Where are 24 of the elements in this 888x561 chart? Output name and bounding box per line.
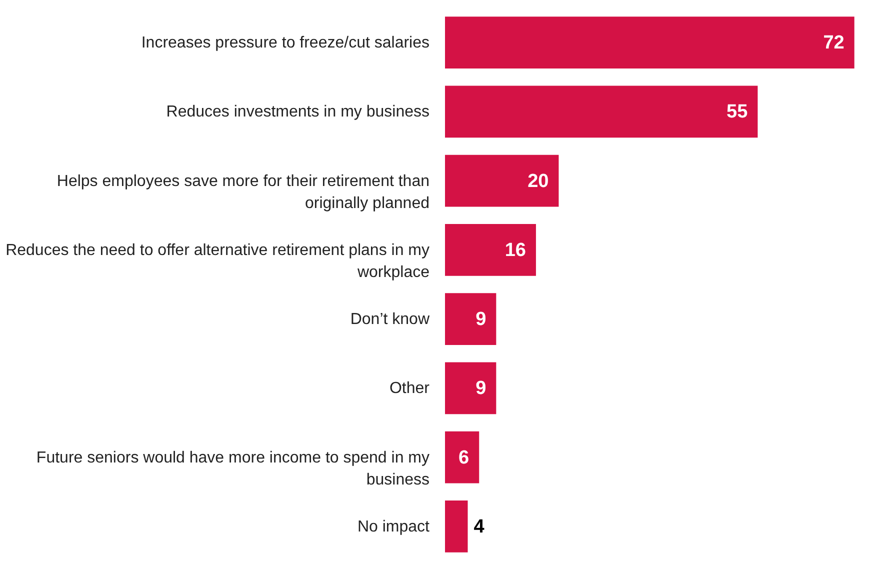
bar <box>445 293 496 345</box>
y-tick-label: No impact <box>357 518 430 536</box>
y-tick-label: Other <box>389 380 430 398</box>
y-tick-label: Helps employees save more for their retirement than originally planned <box>56 172 430 212</box>
bar <box>445 500 468 552</box>
bar <box>445 86 758 138</box>
bar <box>445 154 559 207</box>
y-tick-label: Increases pressure to freeze/cut salaries <box>141 34 430 52</box>
data-label: 16 <box>504 240 526 261</box>
data-label: 20 <box>528 170 549 192</box>
y-tick-label: Reduces the need to offer alternative retirement plans in my workplace <box>6 242 430 281</box>
y-tick-label: Don’t know <box>350 311 430 328</box>
y-tick-label: Reduces investments in my business <box>166 104 430 121</box>
y-tick-label: Future seniors would have more income to spend in my business <box>36 449 430 488</box>
data-label: 6 <box>458 447 470 468</box>
bar <box>445 362 496 414</box>
data-label: 55 <box>726 102 748 123</box>
bar <box>445 431 480 484</box>
data-label: 9 <box>476 378 486 400</box>
data-label: 9 <box>476 309 486 330</box>
bar <box>445 224 536 276</box>
data-label: 4 <box>474 516 485 538</box>
data-label: 72 <box>823 32 844 54</box>
bar <box>445 16 854 68</box>
